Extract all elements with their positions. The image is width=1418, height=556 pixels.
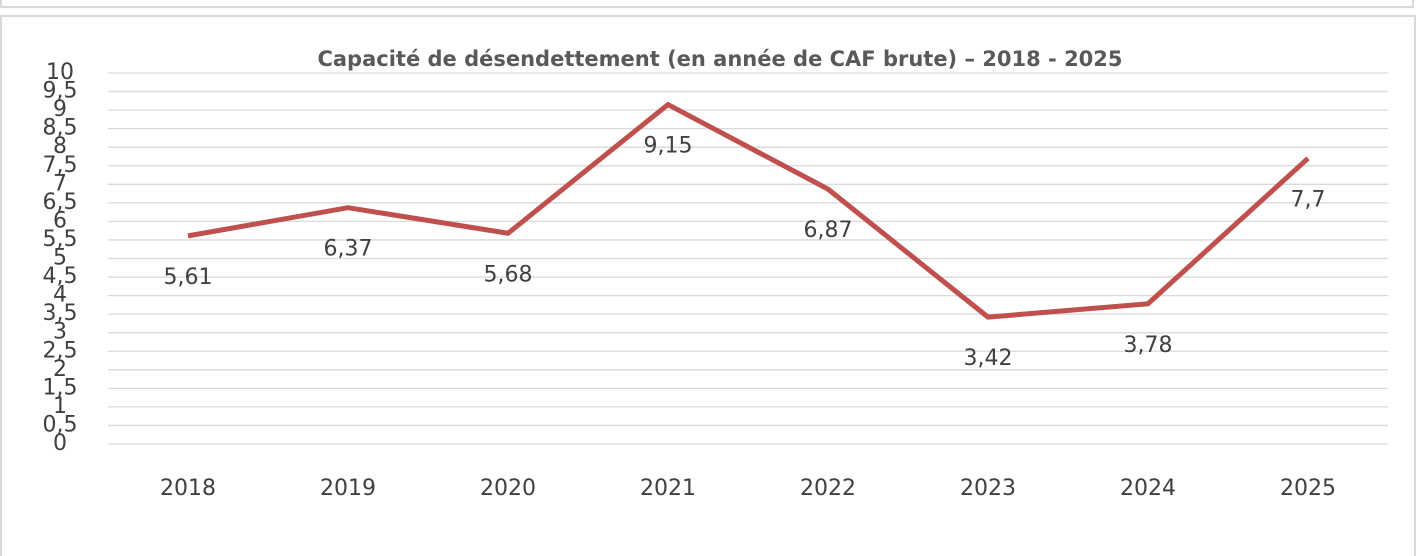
data-label: 3,78 xyxy=(1124,333,1173,358)
x-tick-label: 2023 xyxy=(960,476,1016,501)
y-tick-label: 1,5 xyxy=(43,375,78,400)
line xyxy=(187,102,1310,320)
data-label: 6,87 xyxy=(804,218,853,243)
y-tick-label: 6,5 xyxy=(43,190,78,215)
y-tick-label: 8 xyxy=(53,134,67,159)
data-label: 7,7 xyxy=(1291,187,1326,212)
y-tick-label: 7,5 xyxy=(43,153,78,178)
x-tick-label: 2019 xyxy=(320,476,376,501)
y-tick-label: 2 xyxy=(53,357,67,382)
data-label: 3,42 xyxy=(964,346,1013,371)
y-tick-label: 5 xyxy=(53,246,67,271)
y-tick-label: 0,5 xyxy=(43,412,78,437)
y-tick-label: 3,5 xyxy=(43,301,78,326)
y-tick-label: 6 xyxy=(53,208,67,233)
data-label: 5,68 xyxy=(484,262,533,287)
y-tick-label: 2,5 xyxy=(43,338,78,363)
y-tick-label: 5,5 xyxy=(43,227,78,252)
chart-title: Capacité de désendettement (en année de … xyxy=(317,47,1122,71)
y-tick-label: 4 xyxy=(53,283,67,308)
top-frame xyxy=(0,0,1414,8)
x-tick-label: 2018 xyxy=(160,476,216,501)
data-label: 6,37 xyxy=(324,237,373,262)
data-label: 5,61 xyxy=(164,265,213,290)
x-tick-label: 2020 xyxy=(480,476,536,501)
y-tick-label: 9,5 xyxy=(43,79,78,104)
x-tick-label: 2022 xyxy=(800,476,856,501)
y-tick-label: 9 xyxy=(53,97,67,122)
x-tick-label: 2024 xyxy=(1120,476,1176,501)
data-label: 9,15 xyxy=(644,134,693,159)
y-tick-label: 3 xyxy=(53,320,67,345)
y-tick-label: 0 xyxy=(53,431,67,456)
x-tick-label: 2025 xyxy=(1280,476,1336,501)
y-tick-label: 10 xyxy=(46,60,74,85)
chart-frame xyxy=(0,15,1416,556)
y-tick-label: 7 xyxy=(53,171,67,196)
y-tick-label: 8,5 xyxy=(43,116,78,141)
x-tick-label: 2021 xyxy=(640,476,696,501)
y-tick-label: 1 xyxy=(53,394,67,419)
y-tick-label: 4,5 xyxy=(43,264,78,289)
